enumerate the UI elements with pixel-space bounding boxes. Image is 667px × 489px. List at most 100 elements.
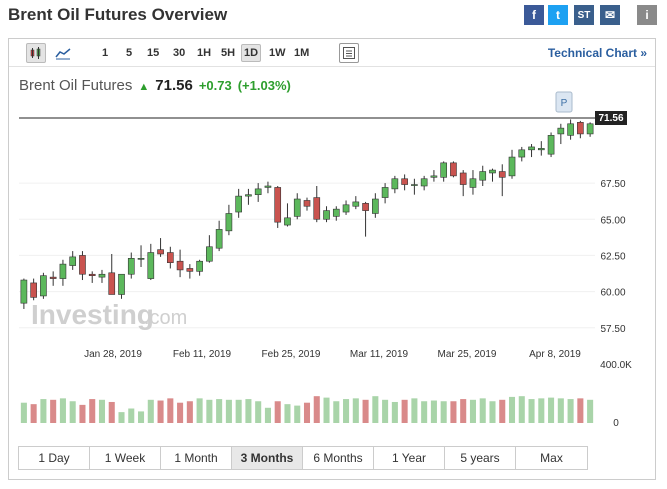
area-chart-icon[interactable] (53, 43, 73, 63)
interval-1w[interactable]: 1W (269, 47, 286, 59)
candle-up (293, 198, 301, 217)
twitter-icon[interactable]: t (548, 5, 568, 25)
y-tick-label: 65.00 (600, 215, 625, 226)
x-tick-label: Apr 8, 2019 (529, 349, 581, 360)
last-price: 71.56 (155, 77, 193, 94)
volume-bar (59, 398, 66, 423)
price-chart[interactable]: Investing .com 67.50 65.00 62.50 60.00 57.50… (9, 39, 657, 439)
volume-bar (382, 399, 389, 423)
volume-bar (294, 405, 301, 423)
volume-bar (352, 398, 359, 423)
interval-5[interactable]: 5 (126, 47, 133, 59)
candle-down (498, 171, 506, 178)
candle-up (225, 213, 233, 232)
x-tick-label: Jan 28, 2019 (84, 349, 142, 360)
x-tick-label: Feb 25, 2019 (262, 349, 321, 360)
x-tick-label: Mar 11, 2019 (350, 349, 409, 360)
volume-bar (362, 399, 369, 423)
interval-1d[interactable]: 1D (241, 44, 262, 62)
candle-up (284, 217, 291, 226)
candle-up (342, 204, 350, 213)
volume-bar (20, 402, 27, 423)
volume-bar (98, 399, 106, 423)
candle-down (157, 249, 164, 255)
volume-bar (567, 399, 574, 423)
candle-up (479, 171, 487, 181)
volume-bar (118, 412, 125, 423)
range-1-week[interactable]: 1 Week (90, 447, 161, 469)
range-1-day[interactable]: 1 Day (19, 447, 90, 469)
volume-bar (255, 401, 262, 423)
range-6-months[interactable]: 6 Months (303, 447, 374, 469)
candle-up (69, 256, 77, 266)
watermark-brand: Investing (31, 299, 154, 330)
candle-up (254, 188, 262, 195)
volume-bar (323, 397, 330, 423)
volume-bar (450, 401, 457, 423)
candle-up (59, 263, 67, 279)
indicators-icon[interactable] (339, 43, 359, 63)
interval-1h[interactable]: 1H (197, 47, 212, 59)
stocktwits-icon[interactable]: ST (574, 5, 594, 25)
volume-bar (577, 398, 584, 423)
volume-bar (479, 398, 486, 423)
interval-5h[interactable]: 5H (221, 47, 236, 59)
range-1-month[interactable]: 1 Month (161, 447, 232, 469)
range-1-year[interactable]: 1 Year (374, 447, 445, 469)
candle-down (401, 178, 408, 185)
volume-bar (538, 398, 545, 423)
candlestick-chart-icon[interactable] (26, 43, 46, 63)
technical-chart-link[interactable]: Technical Chart » (547, 46, 647, 60)
volume-bar (557, 398, 564, 423)
pivot-marker[interactable] (555, 91, 573, 113)
volume-bar (411, 398, 418, 423)
volume-bar (225, 399, 232, 423)
volume-bar (391, 401, 398, 423)
candle-down (274, 187, 282, 223)
volume-bar (167, 398, 174, 423)
volume-bar (440, 401, 447, 423)
y-tick-label: 62.50 (600, 251, 625, 262)
volume-bar (264, 407, 271, 423)
range-max[interactable]: Max (516, 447, 587, 469)
candle-up (518, 149, 526, 158)
volume-bar (157, 400, 164, 423)
candle-up (98, 273, 106, 278)
pivot-marker-label: P (561, 98, 568, 109)
candle-up (40, 275, 47, 297)
volume-bar (489, 401, 496, 423)
candle-up (528, 146, 535, 151)
info-icon[interactable]: i (637, 5, 657, 25)
interval-1m[interactable]: 1M (294, 47, 310, 59)
candle-up (440, 162, 448, 178)
interval-15[interactable]: 15 (147, 47, 160, 59)
candle-up (537, 148, 545, 151)
range-3-months[interactable]: 3 Months (232, 447, 303, 469)
volume-bar (274, 401, 281, 423)
volume-bar (469, 399, 476, 423)
candle-up (508, 156, 516, 177)
volume-bar (40, 399, 47, 423)
volume-bar (128, 408, 135, 423)
volume-bar (69, 401, 76, 423)
candle-up (430, 175, 438, 178)
volume-bar (245, 399, 252, 423)
candle-down (459, 172, 467, 185)
candle-down (313, 197, 321, 220)
interval-30[interactable]: 30 (173, 47, 186, 59)
volume-bar (284, 404, 291, 423)
facebook-icon[interactable]: f (524, 5, 544, 25)
candle-down (450, 162, 457, 177)
volume-bar (138, 411, 145, 423)
candle-up (245, 194, 252, 197)
volume-tick-label: 400.0K (600, 360, 632, 371)
range-5-years[interactable]: 5 years (445, 447, 516, 469)
x-tick-label: Mar 25, 2019 (438, 349, 497, 360)
candle-up (420, 178, 428, 187)
volume-bar (177, 402, 184, 423)
interval-1[interactable]: 1 (102, 47, 109, 59)
volume-bar (303, 402, 311, 423)
volume-bar (186, 401, 193, 423)
email-icon[interactable]: ✉ (600, 5, 620, 25)
candle-down (186, 268, 194, 272)
